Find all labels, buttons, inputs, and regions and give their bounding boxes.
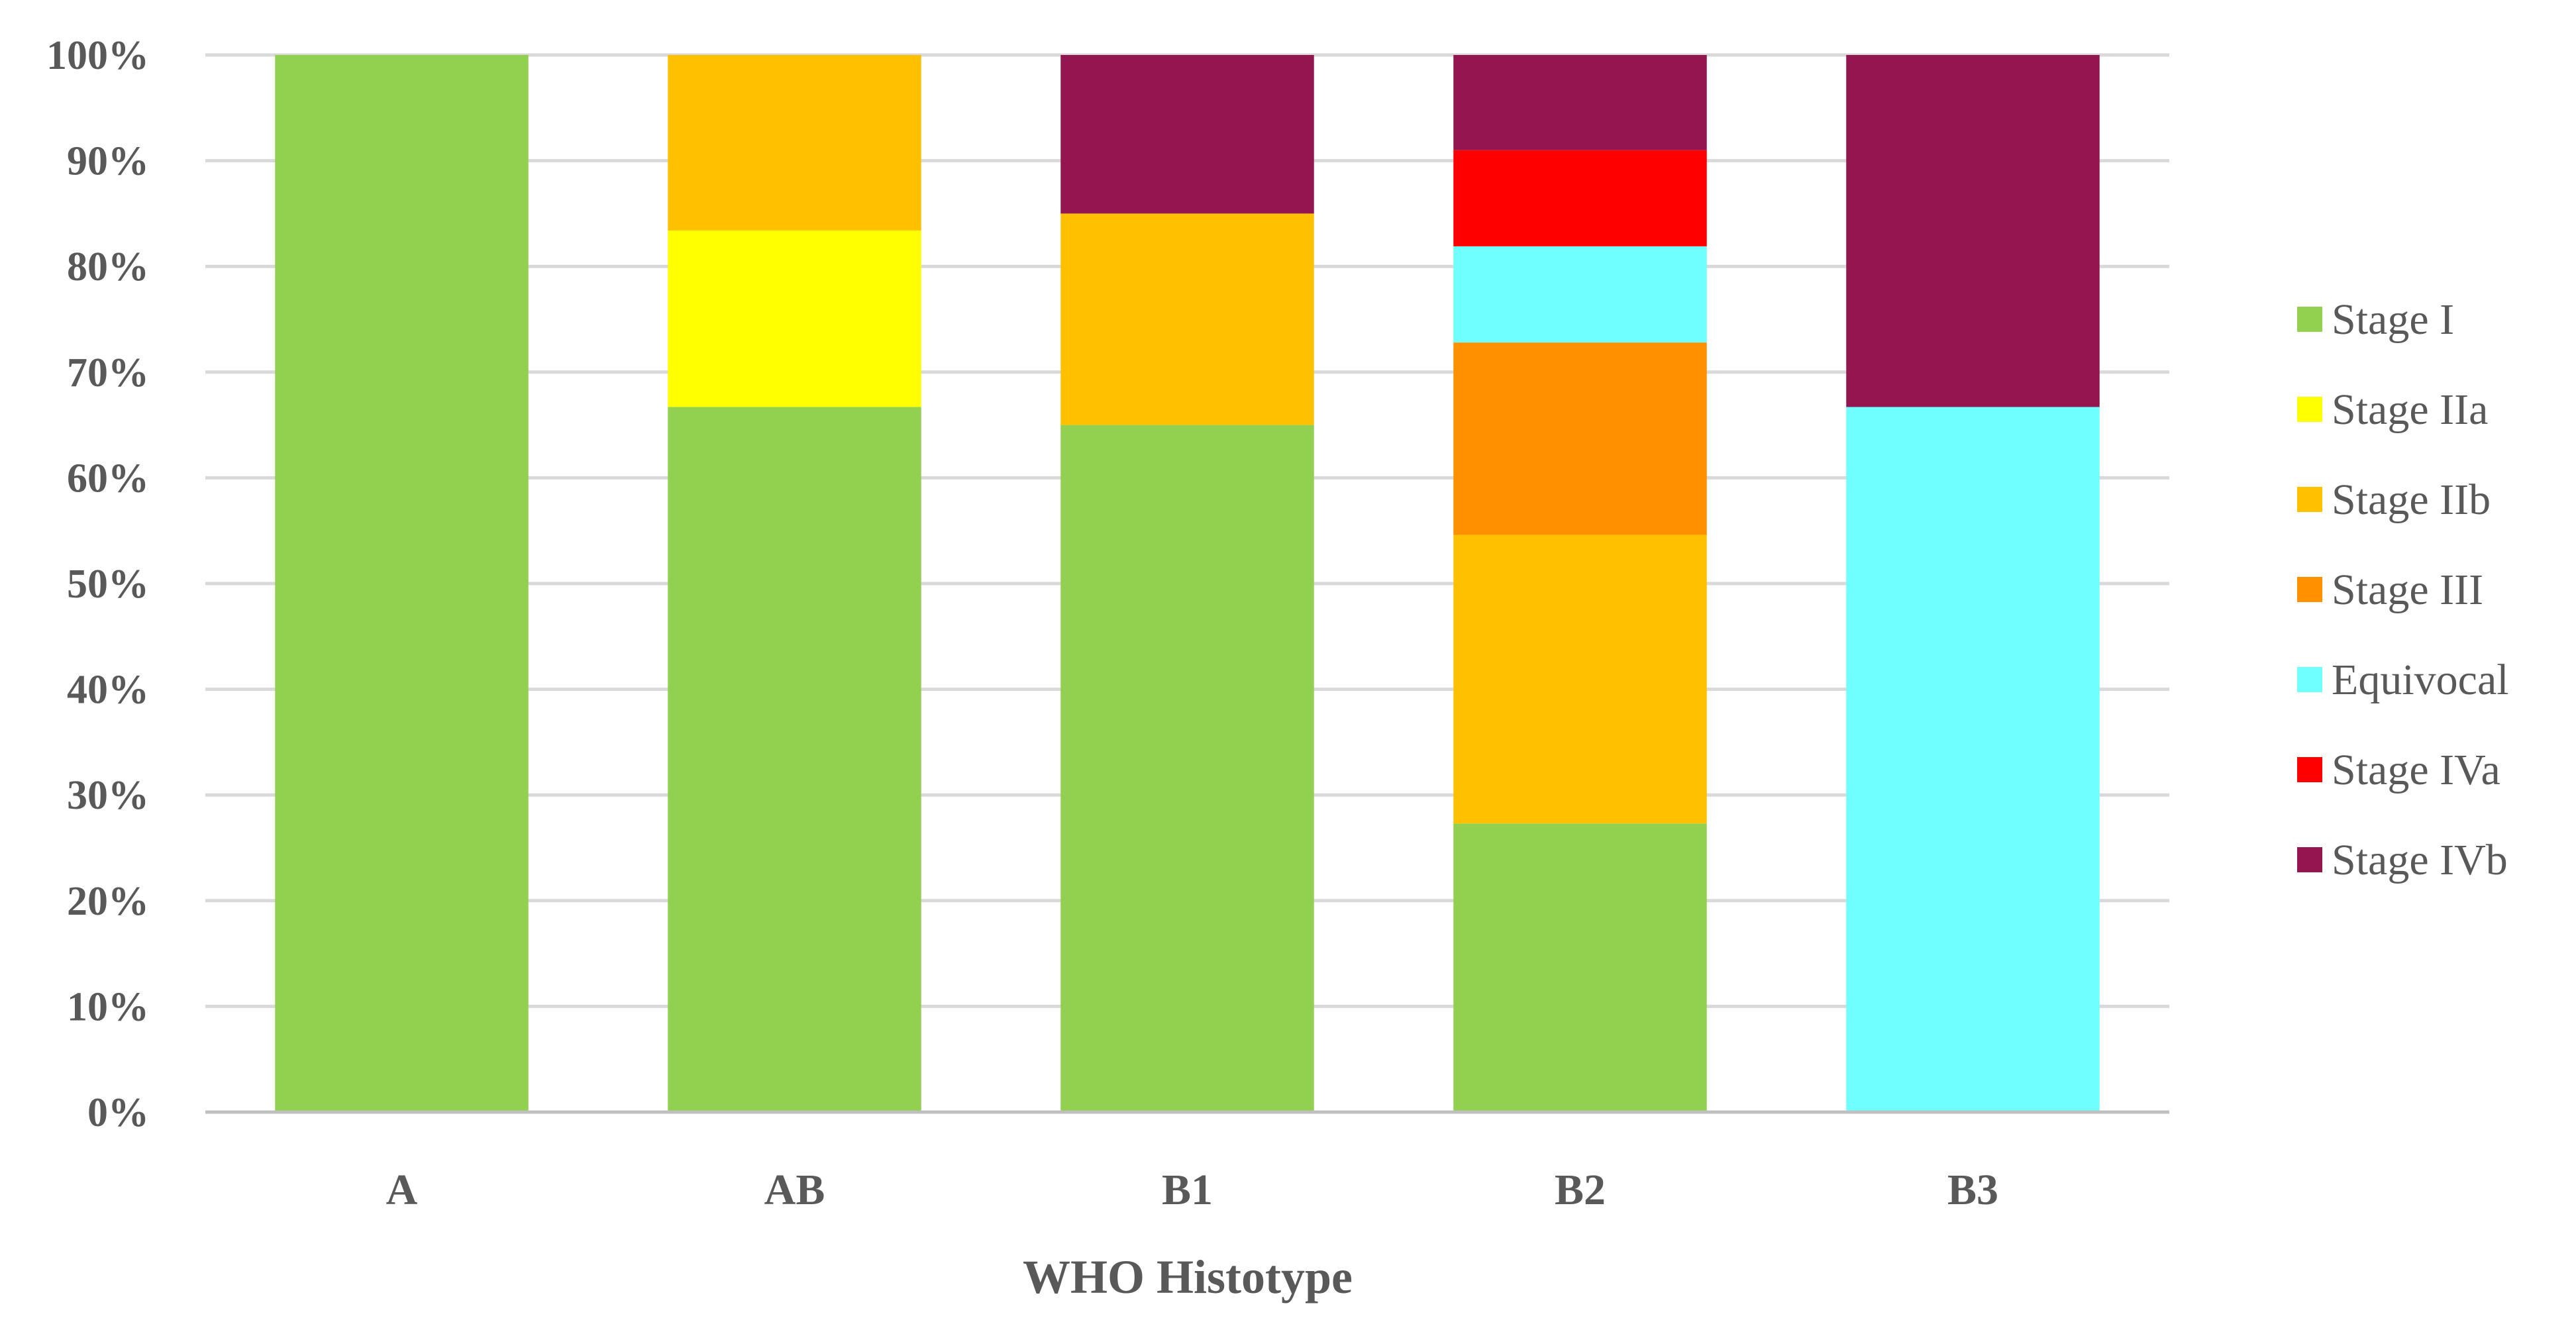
y-tick-label: 30% [67, 773, 149, 818]
legend-swatch [2297, 397, 2322, 422]
legend-label: Stage IIa [2332, 385, 2488, 434]
y-tick-label: 20% [67, 879, 149, 924]
y-tick-label: 0% [87, 1090, 149, 1135]
bar-segment [1060, 425, 1314, 1112]
y-tick-label: 90% [67, 139, 149, 184]
bar-segment [1846, 407, 2100, 1112]
legend-label: Equivocal [2332, 656, 2509, 704]
bar-segment [1453, 535, 1707, 824]
x-tick-label: AB [764, 1166, 825, 1214]
bar-segment [1453, 55, 1707, 150]
bar-segment [1846, 55, 2100, 407]
bar-segment [668, 407, 921, 1112]
y-tick-label: 100% [46, 33, 149, 78]
legend-swatch [2297, 487, 2322, 512]
legend-label: Stage IIb [2332, 476, 2491, 524]
legend-swatch [2297, 307, 2322, 332]
y-tick-label: 60% [67, 456, 149, 501]
y-tick-label: 10% [67, 984, 149, 1029]
bar-segment [1453, 150, 1707, 246]
x-axis-title: WHO Histotype [1023, 1251, 1353, 1304]
y-tick-label: 50% [67, 562, 149, 607]
bar-segment [275, 55, 529, 1112]
legend-label: Stage I [2332, 295, 2454, 344]
axes: 0% 10% 20% 30% 40% 50% 60% 70% 80% 90% 100% A AB B1 B2… [46, 33, 2169, 1214]
y-tick-label: 80% [67, 244, 149, 289]
legend-label: Stage III [2332, 566, 2483, 614]
legend-swatch [2297, 667, 2322, 692]
y-tick-label: 70% [67, 350, 149, 395]
legend-swatch [2297, 577, 2322, 602]
y-tick-label: 40% [67, 668, 149, 713]
legend-swatch [2297, 757, 2322, 782]
x-tick-label: B2 [1555, 1166, 1606, 1214]
x-tick-label: B1 [1162, 1166, 1213, 1214]
x-tick-label: A [386, 1166, 418, 1214]
bar-segment [1453, 823, 1707, 1112]
bar-segment [668, 230, 921, 407]
bar-segment [668, 55, 921, 231]
bar-segment [1453, 342, 1707, 535]
bar-segment [1060, 55, 1314, 214]
legend-swatch [2297, 847, 2322, 872]
legend-label: Stage IVb [2332, 836, 2508, 884]
bars [275, 55, 2100, 1112]
legend: Stage I Stage IIa Stage IIb Stage III Equivo… [2297, 295, 2509, 884]
bar-segment [1453, 246, 1707, 343]
bar-segment [1060, 213, 1314, 425]
x-tick-label: B3 [1947, 1166, 1998, 1214]
legend-label: Stage IVa [2332, 746, 2500, 794]
